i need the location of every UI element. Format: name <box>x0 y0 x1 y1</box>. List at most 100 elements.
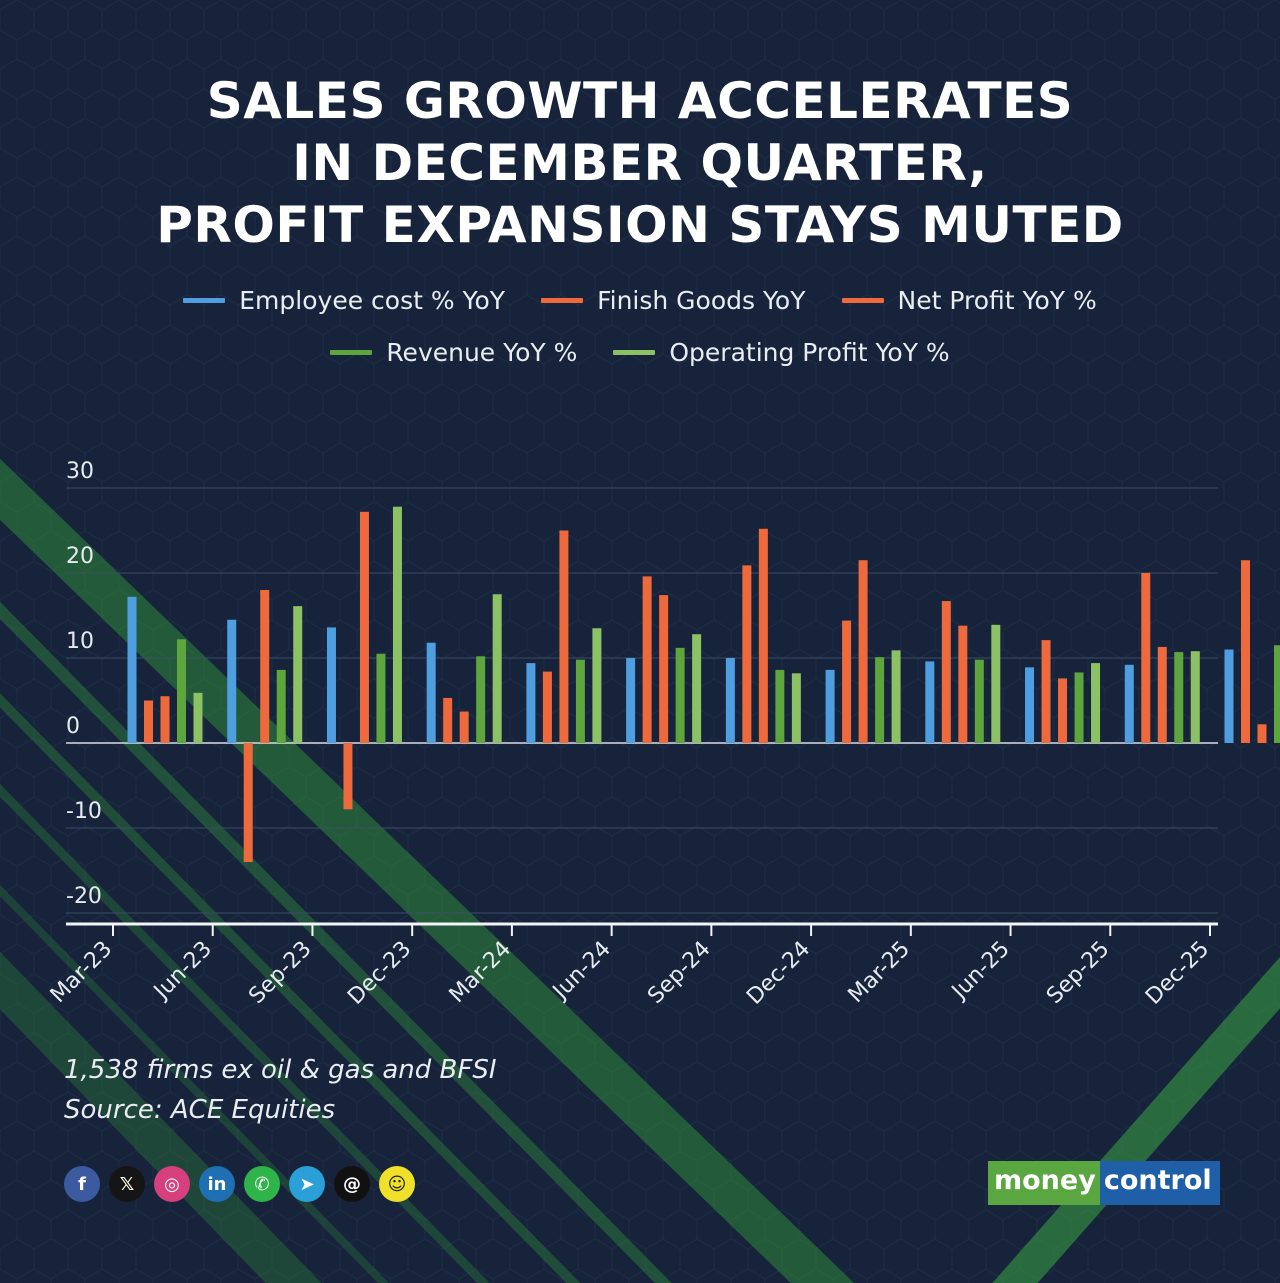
bar-revenue-yoy-mar-25 <box>974 659 984 743</box>
title-line-3: PROFIT EXPANSION STAYS MUTED <box>156 196 1124 254</box>
bar-net-profit-yoy-sep-23 <box>359 511 369 743</box>
facebook-icon[interactable]: f <box>64 1166 100 1202</box>
y-tick-label: 10 <box>66 629 94 654</box>
bar-employee-cost-yoy-dec-25 <box>1224 649 1234 743</box>
x-tick-label: Mar-24 <box>445 937 516 1008</box>
x-tick-label: Dec-23 <box>343 937 416 1010</box>
bar-finish-goods-yoy-jun-24 <box>642 576 652 743</box>
bar-revenue-yoy-dec-23 <box>476 656 486 743</box>
y-tick-label: -20 <box>66 884 102 909</box>
legend-label: Employee cost % YoY <box>239 286 506 315</box>
bar-operating-profit-yoy-sep-24 <box>791 673 801 743</box>
bar-employee-cost-yoy-sep-23 <box>326 627 336 743</box>
x-tick-label: Dec-24 <box>742 937 815 1010</box>
logo-part-money: money <box>988 1161 1100 1205</box>
bar-finish-goods-yoy-sep-23 <box>343 743 353 810</box>
bar-operating-profit-yoy-sep-25 <box>1190 651 1200 743</box>
bar-finish-goods-yoy-mar-23 <box>144 700 153 743</box>
legend-label: Net Profit YoY % <box>897 286 1097 315</box>
bar-revenue-yoy-sep-24 <box>775 669 785 743</box>
telegram-icon[interactable]: ➤ <box>289 1166 325 1202</box>
bar-net-profit-yoy-mar-24 <box>559 530 569 743</box>
y-tick-label: 20 <box>66 544 94 569</box>
bar-finish-goods-yoy-mar-25 <box>941 601 951 743</box>
bar-net-profit-yoy-dec-23 <box>459 711 469 743</box>
snapchat-icon[interactable]: ☺ <box>379 1166 415 1202</box>
bar-employee-cost-yoy-dec-24 <box>825 669 835 743</box>
whatsapp-icon[interactable]: ✆ <box>244 1166 280 1202</box>
bar-revenue-yoy-dec-24 <box>875 657 885 743</box>
instagram-icon[interactable]: ◎ <box>154 1166 190 1202</box>
linkedin-icon[interactable]: in <box>199 1166 235 1202</box>
logo-part-control: control <box>1099 1161 1220 1205</box>
bar-revenue-yoy-dec-25 <box>1274 645 1280 743</box>
x-icon[interactable]: 𝕏 <box>109 1166 145 1202</box>
y-tick-label: -10 <box>66 799 102 824</box>
legend-item-employee-cost: Employee cost % YoY <box>183 286 505 315</box>
x-tick-label: Sep-24 <box>643 937 715 1009</box>
bar-revenue-yoy-jun-24 <box>675 647 685 743</box>
legend-item-revenue: Revenue YoY % <box>330 338 577 367</box>
bar-operating-profit-yoy-jun-24 <box>692 634 702 743</box>
x-tick-label: Mar-25 <box>844 937 915 1008</box>
bar-net-profit-yoy-dec-24 <box>858 560 868 743</box>
social-icons: f 𝕏 ◎ in ✆ ➤ @ ☺ <box>64 1166 415 1202</box>
bar-employee-cost-yoy-sep-24 <box>725 658 735 743</box>
bar-finish-goods-yoy-jun-23 <box>243 743 253 862</box>
bar-operating-profit-yoy-mar-25 <box>991 624 1001 743</box>
bar-net-profit-yoy-mar-25 <box>958 625 968 743</box>
bar-net-profit-yoy-jun-25 <box>1058 678 1068 743</box>
chart-title: SALES GROWTH ACCELERATES IN DECEMBER QUA… <box>0 70 1280 256</box>
bar-employee-cost-yoy-jun-24 <box>626 658 636 743</box>
bar-operating-profit-yoy-mar-23 <box>193 692 203 743</box>
legend-swatch <box>541 298 584 303</box>
bar-finish-goods-yoy-dec-23 <box>443 697 453 743</box>
bar-revenue-yoy-mar-23 <box>177 639 186 743</box>
legend-swatch <box>330 350 373 355</box>
bar-net-profit-yoy-mar-23 <box>160 696 170 743</box>
bar-operating-profit-yoy-jun-25 <box>1091 663 1101 743</box>
bar-finish-goods-yoy-dec-24 <box>842 620 852 743</box>
bar-revenue-yoy-sep-23 <box>376 653 386 743</box>
source-note: Source: ACE Equities <box>64 1095 336 1125</box>
legend-label: Revenue YoY % <box>386 338 578 367</box>
bar-finish-goods-yoy-mar-24 <box>542 671 552 743</box>
legend-swatch <box>183 298 226 303</box>
title-line-1: SALES GROWTH ACCELERATES <box>206 72 1074 130</box>
bar-net-profit-yoy-sep-25 <box>1157 646 1167 743</box>
legend-item-finish-goods: Finish Goods YoY <box>541 286 806 315</box>
bar-employee-cost-yoy-mar-24 <box>526 663 536 743</box>
legend-swatch <box>613 350 656 355</box>
moneycontrol-logo[interactable]: money control <box>988 1161 1220 1205</box>
bar-employee-cost-yoy-mar-25 <box>925 661 935 743</box>
firms-note: 1,538 firms ex oil & gas and BFSI <box>64 1055 497 1085</box>
legend-row-2: Revenue YoY % Operating Profit YoY % <box>0 338 1280 367</box>
bar-operating-profit-yoy-mar-24 <box>592 628 602 743</box>
bar-net-profit-yoy-jun-23 <box>260 590 270 743</box>
legend-item-net-profit: Net Profit YoY % <box>841 286 1097 315</box>
legend-item-operating-profit: Operating Profit YoY % <box>613 338 950 367</box>
x-tick-label: Jun-24 <box>547 937 616 1006</box>
bar-operating-profit-yoy-dec-23 <box>492 594 502 743</box>
x-tick-label: Jun-25 <box>946 937 1015 1006</box>
x-tick-label: Dec-25 <box>1141 937 1214 1010</box>
bar-net-profit-yoy-dec-25 <box>1257 724 1267 743</box>
x-tick-label: Mar-23 <box>46 937 117 1008</box>
bar-employee-cost-yoy-jun-25 <box>1025 667 1035 743</box>
bar-finish-goods-yoy-sep-24 <box>742 565 752 743</box>
bar-net-profit-yoy-sep-24 <box>758 528 768 743</box>
x-tick-label: Sep-25 <box>1042 937 1114 1009</box>
bar-operating-profit-yoy-jun-23 <box>293 606 303 743</box>
x-tick-label: Sep-23 <box>244 937 316 1009</box>
legend-row-1: Employee cost % YoY Finish Goods YoY Net… <box>0 286 1280 315</box>
bar-revenue-yoy-sep-25 <box>1174 652 1184 743</box>
threads-icon[interactable]: @ <box>334 1166 370 1202</box>
bar-revenue-yoy-mar-24 <box>575 659 585 743</box>
title-line-2: IN DECEMBER QUARTER, <box>292 134 988 192</box>
x-tick-label: Jun-23 <box>148 937 217 1006</box>
legend-label: Operating Profit YoY % <box>669 338 950 367</box>
bar-finish-goods-yoy-sep-25 <box>1141 573 1151 743</box>
bar-revenue-yoy-jun-23 <box>276 669 286 743</box>
